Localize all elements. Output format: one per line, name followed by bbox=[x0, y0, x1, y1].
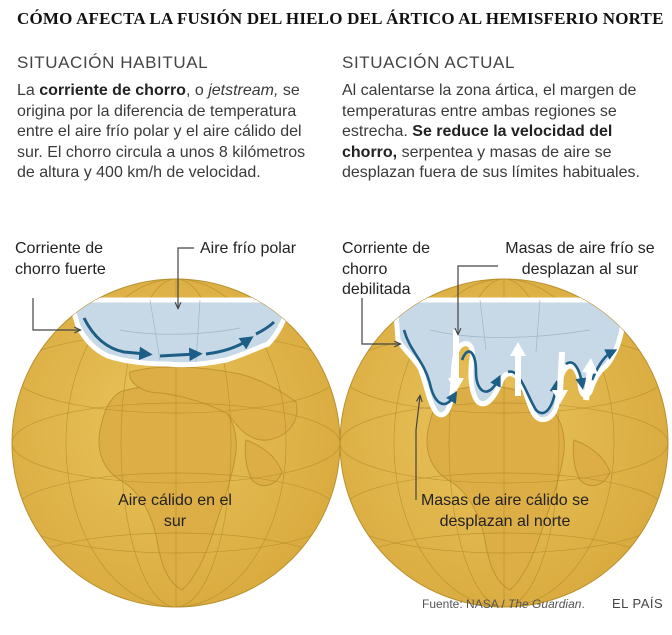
label-strong-jet-stream: Corriente de chorro fuerte bbox=[15, 240, 106, 278]
left-europe-landmass bbox=[129, 366, 298, 441]
right-arabia-landmass bbox=[572, 439, 611, 487]
left-description: La corriente de chorro, o jetstream, se … bbox=[17, 82, 306, 181]
right-description: Al calentarse la zona ártica, el margen … bbox=[342, 82, 640, 181]
right-jet-stream-arrow bbox=[590, 349, 618, 381]
right-jet-stream-arrow bbox=[402, 329, 458, 406]
right-jet-callout-line bbox=[361, 298, 400, 344]
cold-air-south-arrow bbox=[557, 351, 565, 393]
left-jet-stream-arrow bbox=[205, 336, 254, 356]
infographic-title: CÓMO AFECTA LA FUSIÓN DEL HIELO DEL ÁRTI… bbox=[17, 9, 664, 28]
left-polar-ice-cap bbox=[66, 297, 294, 368]
publisher-brand: EL PAÍS bbox=[612, 596, 664, 611]
right-jet-stream-arrow bbox=[565, 361, 587, 390]
source-credit: Fuente: NASA / The Guardian. bbox=[422, 597, 585, 611]
right-cold-callout-line bbox=[458, 265, 498, 334]
left-section-heading: SITUACIÓN HABITUAL bbox=[17, 53, 209, 72]
right-section-heading: SITUACIÓN ACTUAL bbox=[342, 53, 516, 72]
right-warm-callout-line bbox=[415, 396, 420, 500]
label-cold-air-masses-south: Masas de aire frío se desplazan al sur bbox=[505, 240, 655, 278]
label-warm-air-masses-north: Masas de aire cálido se desplazan al nor… bbox=[420, 492, 590, 530]
left-arabia-landmass bbox=[244, 439, 283, 487]
right-globe bbox=[339, 265, 669, 608]
left-jet-callout-line bbox=[32, 298, 80, 330]
left-jet-stream-arrow bbox=[82, 317, 153, 361]
label-weak-jet-stream: Corriente de chorro debilitada bbox=[342, 240, 431, 298]
left-globe bbox=[11, 247, 341, 608]
label-cold-polar-air: Aire frío polar bbox=[200, 240, 297, 257]
left-jet-stream-arrow bbox=[159, 347, 203, 362]
label-warm-south-air: Aire cálido en el sur bbox=[118, 492, 232, 530]
warm-air-north-arrow bbox=[583, 369, 593, 401]
right-jet-stream-arrow bbox=[460, 350, 501, 393]
left-cold-callout-line bbox=[178, 247, 194, 308]
